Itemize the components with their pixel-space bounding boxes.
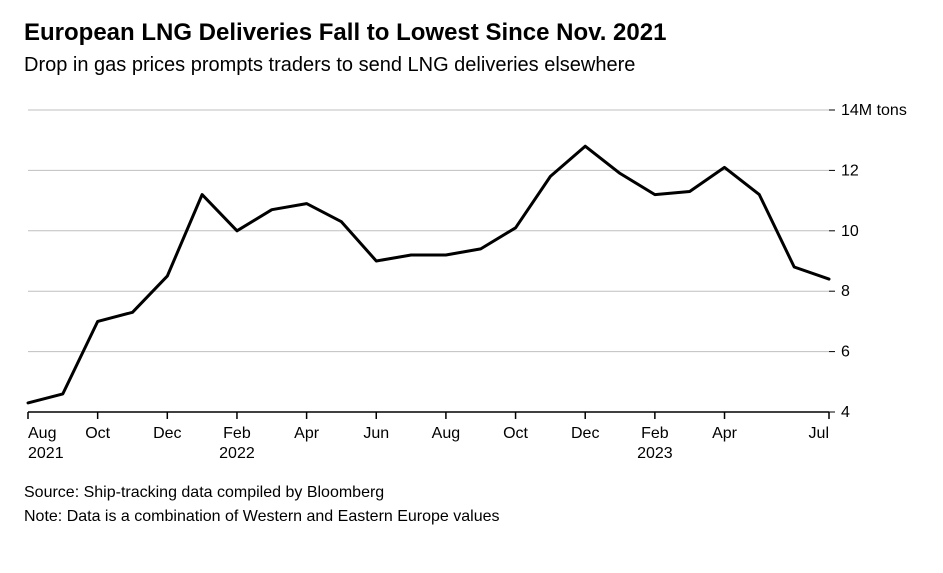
chart-footer: Source: Ship-tracking data compiled by B… — [24, 482, 919, 527]
chart-title: European LNG Deliveries Fall to Lowest S… — [24, 18, 919, 48]
chart-container: European LNG Deliveries Fall to Lowest S… — [0, 0, 943, 573]
x-axis-label: Dec — [571, 425, 599, 442]
x-axis-label: Apr — [712, 425, 738, 442]
y-axis-label: 4 — [841, 404, 850, 421]
y-axis-label: 10 — [841, 223, 859, 240]
x-axis-year-label: 2021 — [28, 445, 64, 462]
x-axis-label: Oct — [503, 425, 528, 442]
x-axis-year-label: 2022 — [219, 445, 255, 462]
note-text: Note: Data is a combination of Western a… — [24, 506, 919, 528]
chart-area: 4 6 8 10 12 14M tons Aug 2021 Oct Dec Feb 2022 Apr Ju… — [24, 92, 919, 472]
x-axis-year-label: 2023 — [637, 445, 673, 462]
y-axis-label: 8 — [841, 283, 850, 300]
x-axis-label: Feb — [641, 425, 669, 442]
x-axis-label: Aug — [28, 425, 56, 442]
x-axis-label: Jun — [363, 425, 389, 442]
x-axis-label: Oct — [85, 425, 110, 442]
y-axis-label: 6 — [841, 344, 850, 361]
source-text: Source: Ship-tracking data compiled by B… — [24, 482, 919, 504]
y-axis-label: 14M tons — [841, 102, 907, 119]
chart-subtitle: Drop in gas prices prompts traders to se… — [24, 52, 919, 78]
line-series — [28, 146, 829, 403]
x-axis-label: Dec — [153, 425, 181, 442]
x-axis-label: Jul — [809, 425, 829, 442]
x-axis-label: Apr — [294, 425, 320, 442]
x-axis-label: Feb — [223, 425, 251, 442]
x-axis-label: Aug — [432, 425, 460, 442]
y-axis-label: 12 — [841, 162, 859, 179]
line-chart-svg: 4 6 8 10 12 14M tons Aug 2021 Oct Dec Feb 2022 Apr Ju… — [24, 92, 919, 472]
